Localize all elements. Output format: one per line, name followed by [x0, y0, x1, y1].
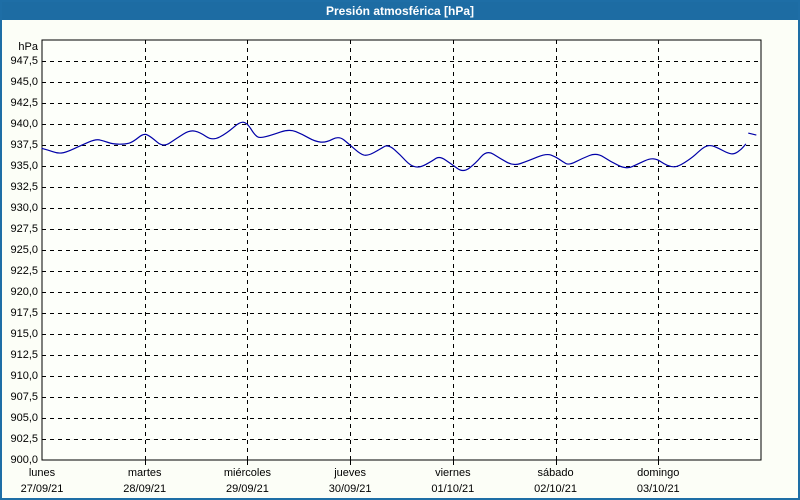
- y-tick-label: 917,5: [10, 307, 38, 319]
- x-date-label: 02/10/21: [534, 483, 577, 495]
- y-tick-label: 930,0: [10, 202, 38, 214]
- y-tick-label: 937,5: [10, 139, 38, 151]
- chart-title: Presión atmosférica [hPa]: [325, 4, 475, 18]
- x-day-label: miércoles: [223, 467, 271, 479]
- y-tick-label: 905,0: [10, 412, 38, 424]
- y-tick-label: 940,0: [10, 118, 38, 130]
- y-tick-label: 912,5: [10, 349, 38, 361]
- x-day-label: sábado: [537, 467, 574, 479]
- x-date-label: 03/10/21: [636, 483, 680, 495]
- y-tick-label: 920,0: [10, 286, 38, 298]
- y-tick-label: 922,5: [10, 265, 38, 277]
- x-date-label: 27/09/21: [20, 483, 64, 495]
- y-tick-label: 925,0: [10, 244, 38, 256]
- x-day-label: lunes: [28, 467, 56, 479]
- x-date-label: 29/09/21: [226, 483, 269, 495]
- y-tick-label: 942,5: [10, 97, 38, 109]
- y-tick-label: 902,5: [10, 433, 38, 445]
- pressure-line-segment: [41, 121, 747, 172]
- y-tick-label: 907,5: [10, 391, 38, 403]
- x-day-label: jueves: [334, 467, 367, 479]
- y-tick-label: 935,0: [10, 160, 38, 172]
- y-tick-label: 910,0: [10, 370, 38, 382]
- x-date-label: 28/09/21: [123, 483, 167, 495]
- x-date-label: 01/10/21: [431, 483, 475, 495]
- y-tick-label: 900,0: [10, 454, 38, 466]
- x-date-label: 30/09/21: [328, 483, 372, 495]
- x-day-label: viernes: [435, 467, 471, 479]
- plot-border: [41, 39, 762, 461]
- y-tick-label: 945,0: [10, 76, 38, 88]
- y-tick-label: 947,5: [10, 55, 38, 67]
- y-tick-label: 915,0: [10, 328, 38, 340]
- pressure-line-segment: [748, 132, 757, 136]
- y-axis-unit-label: hPa: [18, 41, 38, 53]
- chart-title-bar: Presión atmosférica [hPa]: [2, 2, 798, 20]
- y-tick-label: 927,5: [10, 223, 38, 235]
- x-day-label: domingo: [637, 467, 680, 479]
- x-day-label: martes: [127, 467, 162, 479]
- y-tick-label: 932,5: [10, 181, 38, 193]
